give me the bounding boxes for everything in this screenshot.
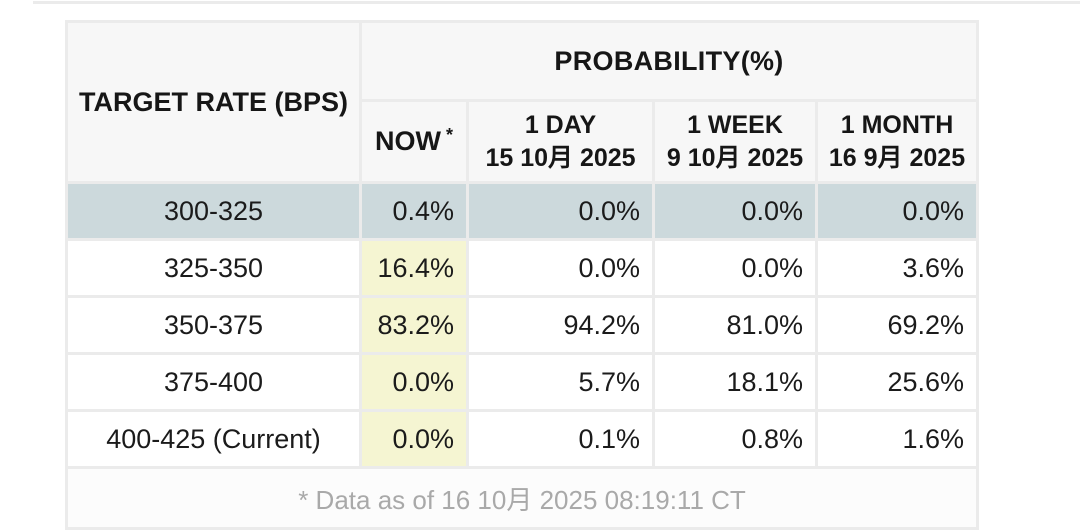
rate-probability-table: TARGET RATE (BPS) PROBABILITY(%) NOW * 1 … <box>65 20 980 530</box>
table-row-325-350: 325-350 16.4% 0.0% 0.0% 3.6% <box>68 241 977 295</box>
one-month-probability-cell: 0.0% <box>818 184 977 238</box>
one-month-probability-cell: 3.6% <box>818 241 977 295</box>
one-week-label: 1 WEEK <box>687 111 783 139</box>
data-as-of-footnote: * Data as of 16 10月 2025 08:19:11 CT <box>68 469 977 527</box>
rate-range-cell: 350-375 <box>68 298 359 352</box>
table-row-400-425-current: 400-425 (Current) 0.0% 0.1% 0.8% 1.6% <box>68 412 977 466</box>
table-row-375-400: 375-400 0.0% 5.7% 18.1% 25.6% <box>68 355 977 409</box>
probability-header: PROBABILITY(%) <box>362 23 977 99</box>
one-day-probability-cell: 0.0% <box>469 241 652 295</box>
now-probability-cell: 0.4% <box>362 184 466 238</box>
one-day-probability-cell: 0.0% <box>469 184 652 238</box>
rate-range-cell: 325-350 <box>68 241 359 295</box>
now-probability-cell: 83.2% <box>362 298 466 352</box>
target-rate-header: TARGET RATE (BPS) <box>68 23 359 181</box>
one-week-probability-cell: 0.0% <box>655 241 815 295</box>
now-label: NOW <box>375 125 441 156</box>
one-day-probability-cell: 94.2% <box>469 298 652 352</box>
one-week-probability-cell: 18.1% <box>655 355 815 409</box>
now-probability-cell: 16.4% <box>362 241 466 295</box>
one-week-probability-cell: 0.8% <box>655 412 815 466</box>
column-header-1-week: 1 WEEK 9 10月 2025 <box>655 102 815 181</box>
table-row-350-375: 350-375 83.2% 94.2% 81.0% 69.2% <box>68 298 977 352</box>
one-day-probability-cell: 0.1% <box>469 412 652 466</box>
one-month-date: 16 9月 2025 <box>828 143 966 172</box>
one-week-probability-cell: 81.0% <box>655 298 815 352</box>
now-probability-cell: 0.0% <box>362 355 466 409</box>
rate-range-cell: 400-425 (Current) <box>68 412 359 466</box>
column-header-1-day: 1 DAY 15 10月 2025 <box>469 102 652 181</box>
rate-range-cell: 375-400 <box>68 355 359 409</box>
table-header: TARGET RATE (BPS) PROBABILITY(%) NOW * 1 … <box>68 23 977 181</box>
one-month-probability-cell: 69.2% <box>818 298 977 352</box>
column-header-now: NOW * <box>362 102 466 181</box>
one-week-probability-cell: 0.0% <box>655 184 815 238</box>
one-month-probability-cell: 1.6% <box>818 412 977 466</box>
one-day-date: 15 10月 2025 <box>485 143 636 172</box>
top-divider <box>33 1 1080 4</box>
table-body: 300-325 0.4% 0.0% 0.0% 0.0% 325-350 16.4… <box>68 184 977 466</box>
rate-range-cell: 300-325 <box>68 184 359 238</box>
now-asterisk: * <box>445 124 453 145</box>
table-row-300-325: 300-325 0.4% 0.0% 0.0% 0.0% <box>68 184 977 238</box>
one-week-date: 9 10月 2025 <box>666 143 804 172</box>
column-header-1-month: 1 MONTH 16 9月 2025 <box>818 102 977 181</box>
one-day-probability-cell: 5.7% <box>469 355 652 409</box>
table-footer: * Data as of 16 10月 2025 08:19:11 CT <box>68 469 977 527</box>
now-probability-cell: 0.0% <box>362 412 466 466</box>
one-month-label: 1 MONTH <box>840 111 954 139</box>
one-day-label: 1 DAY <box>524 111 597 139</box>
one-month-probability-cell: 25.6% <box>818 355 977 409</box>
